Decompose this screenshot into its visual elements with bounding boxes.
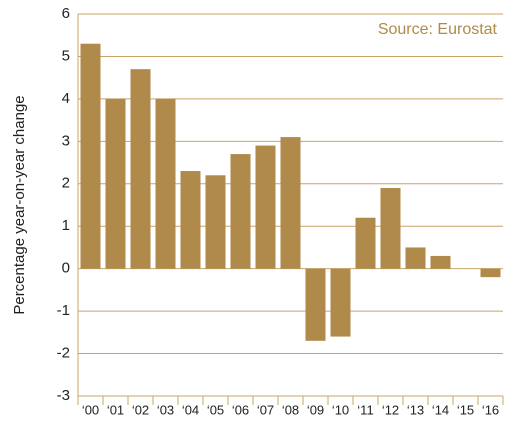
- bar: [380, 188, 401, 269]
- bar: [430, 255, 451, 269]
- y-tick-label: -2: [57, 345, 70, 362]
- x-tick-label: ‘11: [357, 402, 373, 417]
- y-tick-label: -3: [57, 387, 70, 404]
- bar: [255, 145, 276, 269]
- bar: [480, 268, 501, 278]
- bar: [280, 137, 301, 269]
- bar: [130, 69, 151, 269]
- bar: [155, 98, 176, 269]
- y-tick-label: 2: [62, 175, 70, 192]
- x-tick-label: ‘01: [107, 402, 124, 417]
- bar: [355, 217, 376, 269]
- x-tick-label: ‘05: [207, 402, 224, 417]
- bar: [105, 98, 126, 269]
- bar: [330, 268, 351, 337]
- x-tick-label: ‘00: [82, 402, 99, 417]
- y-tick-label: 5: [62, 47, 70, 64]
- x-tick-label: ‘04: [182, 402, 199, 417]
- bar: [230, 154, 251, 269]
- y-tick-label: -1: [57, 302, 70, 319]
- x-tick-label: ‘14: [432, 402, 449, 417]
- bar: [205, 175, 226, 269]
- x-tick-label: ‘12: [382, 402, 399, 417]
- x-tick-label: ‘03: [157, 402, 174, 417]
- y-axis-label: Percentage year-on-year change: [11, 95, 28, 314]
- bar: [305, 268, 326, 341]
- y-tick-label: 1: [62, 217, 70, 234]
- x-tick-label: ‘16: [482, 402, 499, 417]
- y-tick-label: 0: [62, 260, 70, 277]
- bar: [80, 43, 101, 269]
- x-tick-label: ‘07: [257, 402, 274, 417]
- bar: [405, 247, 426, 269]
- y-tick-label: 3: [62, 132, 70, 149]
- x-tick-label: ‘13: [407, 402, 424, 417]
- y-tick-label: 6: [62, 5, 70, 22]
- x-tick-label: ‘10: [332, 402, 349, 417]
- x-tick-label: ‘06: [232, 402, 249, 417]
- x-tick-label: ‘08: [282, 402, 299, 417]
- bar: [180, 171, 201, 269]
- x-tick-label: ‘02: [132, 402, 149, 417]
- y-tick-label: 4: [62, 90, 70, 107]
- x-tick-label: ‘09: [307, 402, 324, 417]
- source-annotation: Source: Eurostat: [378, 21, 498, 38]
- x-tick-label: ‘15: [457, 402, 474, 417]
